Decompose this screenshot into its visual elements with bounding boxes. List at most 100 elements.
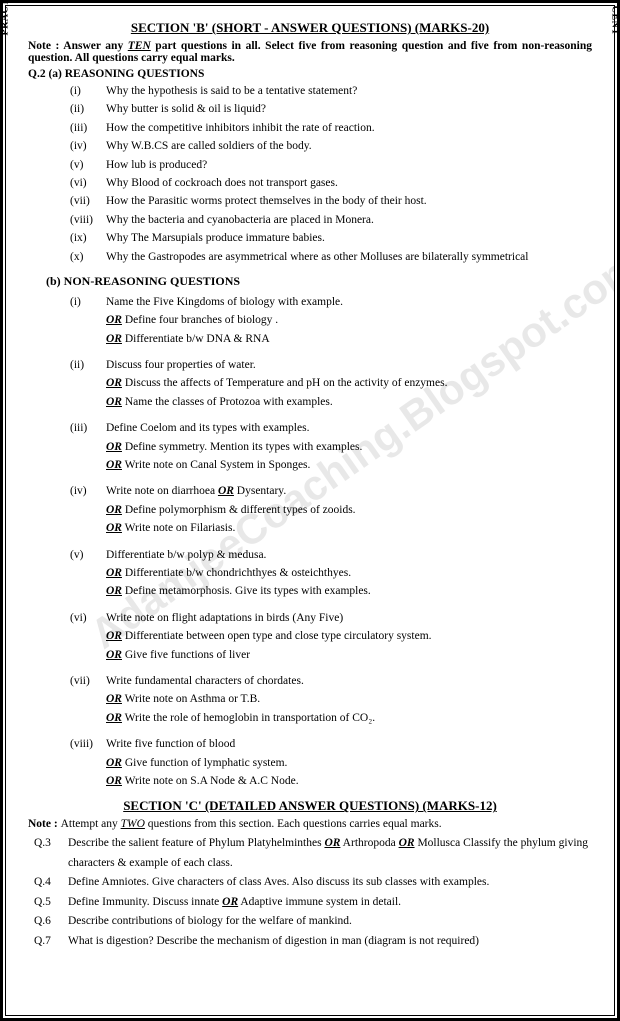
question-number: Q.3: [34, 834, 68, 873]
or-text: Define metamorphosis. Give its types wit…: [125, 585, 371, 597]
item-number: (iii): [70, 119, 106, 137]
reasoning-item: (i)Why the hypothesis is said to be a te…: [70, 82, 592, 100]
nonreasoning-main: (v)Differentiate b/w polyp & medusa.: [70, 546, 592, 564]
item-number: (vii): [70, 672, 106, 690]
or-option: OR Write the role of hemoglobin in trans…: [106, 709, 592, 727]
question-text: What is digestion? Describe the mechanis…: [68, 932, 479, 952]
item-number: (vii): [70, 192, 106, 210]
item-text: Why the bacteria and cyanobacteria are p…: [106, 211, 374, 229]
or-text: Give five functions of liver: [125, 649, 250, 661]
nonreasoning-main: (iv)Write note on diarrhoea OR Dysentary…: [70, 482, 592, 500]
or-label: OR: [106, 585, 122, 597]
section-b-heading: SECTION 'B' (SHORT - ANSWER QUESTIONS) (…: [28, 20, 592, 36]
or-option: OR Define four branches of biology .: [106, 311, 592, 329]
or-text: Write the role of hemoglobin in transpor…: [125, 712, 375, 724]
section-c-item: Q.7What is digestion? Describe the mecha…: [34, 932, 592, 952]
section-c-questions: Q.3Describe the salient feature of Phylu…: [34, 834, 592, 951]
question-text: Describe contributions of biology for th…: [68, 912, 352, 932]
item-number: (iv): [70, 482, 106, 500]
item-text: Differentiate b/w polyp & medusa.: [106, 546, 266, 564]
section-c-item: Q.6Describe contributions of biology for…: [34, 912, 592, 932]
note-ten: TEN: [128, 40, 151, 52]
or-label: OR: [106, 712, 122, 724]
or-text: Differentiate between open type and clos…: [125, 630, 432, 642]
question-text: Define Amniotes. Give characters of clas…: [68, 873, 489, 893]
or-option: OR Write note on Asthma or T.B.: [106, 690, 592, 708]
nonreasoning-block: (vii)Write fundamental characters of cho…: [28, 672, 592, 727]
or-text: Differentiate b/w chondrichthyes & ostei…: [125, 567, 351, 579]
or-text: Define polymorphism & different types of…: [125, 504, 356, 516]
item-number: (viii): [70, 211, 106, 229]
nonreasoning-main: (vii)Write fundamental characters of cho…: [70, 672, 592, 690]
or-option: OR Differentiate between open type and c…: [106, 627, 592, 645]
or-option: OR Define metamorphosis. Give its types …: [106, 582, 592, 600]
nonreasoning-block: (v)Differentiate b/w polyp & medusa.OR D…: [28, 546, 592, 601]
or-option: OR Differentiate b/w DNA & RNA: [106, 330, 592, 348]
c-note-post: questions from this section. Each questi…: [145, 818, 442, 830]
item-text: Discuss four properties of water.: [106, 356, 256, 374]
section-c-note: Note : Attempt any TWO questions from th…: [28, 818, 592, 830]
or-option: OR Write note on Canal System in Sponges…: [106, 456, 592, 474]
or-text: Give function of lymphatic system.: [125, 757, 288, 769]
nonreasoning-main: (i)Name the Five Kingdoms of biology wit…: [70, 293, 592, 311]
c-note-label: Note :: [28, 818, 61, 830]
or-label: OR: [106, 630, 122, 642]
q2b-label: (b) NON-REASONING QUESTIONS: [46, 274, 592, 289]
item-text: Define Coelom and its types with example…: [106, 419, 309, 437]
or-label: OR: [106, 441, 122, 453]
or-label: OR: [106, 567, 122, 579]
item-number: (vi): [70, 174, 106, 192]
or-text: Define symmetry. Mention its types with …: [125, 441, 363, 453]
item-text: Write note on flight adaptations in bird…: [106, 609, 343, 627]
item-text: How lub is produced?: [106, 156, 207, 174]
nonreasoning-main: (ii)Discuss four properties of water.: [70, 356, 592, 374]
item-number: (iv): [70, 137, 106, 155]
reasoning-item: (ii)Why butter is solid & oil is liquid?: [70, 100, 592, 118]
nonreasoning-block: (viii)Write five function of bloodOR Giv…: [28, 735, 592, 790]
or-text: Write note on Asthma or T.B.: [125, 693, 261, 705]
item-text: Why W.B.CS are called soldiers of the bo…: [106, 137, 312, 155]
item-number: (ii): [70, 356, 106, 374]
or-option: OR Give function of lymphatic system.: [106, 754, 592, 772]
or-option: OR Name the classes of Protozoa with exa…: [106, 393, 592, 411]
or-text: Write note on Canal System in Sponges.: [125, 459, 311, 471]
reasoning-item: (ix)Why The Marsupials produce immature …: [70, 229, 592, 247]
inner-content: AdamjeeCoaching.Blogspot.com SECTION 'B'…: [5, 5, 615, 1016]
item-text: Write fundamental characters of chordate…: [106, 672, 304, 690]
item-text: How the Parasitic worms protect themselv…: [106, 192, 427, 210]
item-text: How the competitive inhibitors inhibit t…: [106, 119, 375, 137]
or-option: OR Define symmetry. Mention its types wi…: [106, 438, 592, 456]
item-text: Why the Gastropodes are asymmetrical whe…: [106, 248, 528, 266]
item-number: (i): [70, 293, 106, 311]
or-label: OR: [106, 649, 122, 661]
nonreasoning-block: (i)Name the Five Kingdoms of biology wit…: [28, 293, 592, 348]
reasoning-item: (vi)Why Blood of cockroach does not tran…: [70, 174, 592, 192]
item-number: (i): [70, 82, 106, 100]
or-label: OR: [106, 693, 122, 705]
or-option: OR Write note on Filariasis.: [106, 519, 592, 537]
nonreasoning-block: (iv)Write note on diarrhoea OR Dysentary…: [28, 482, 592, 537]
section-c-item: Q.5Define Immunity. Discuss innate OR Ad…: [34, 893, 592, 913]
item-number: (x): [70, 248, 106, 266]
item-number: (viii): [70, 735, 106, 753]
nonreasoning-block: (vi)Write note on flight adaptations in …: [28, 609, 592, 664]
or-text: Write note on S.A Node & A.C Node.: [125, 775, 299, 787]
or-text: Differentiate b/w DNA & RNA: [125, 333, 270, 345]
item-number: (iii): [70, 419, 106, 437]
nonreasoning-main: (vi)Write note on flight adaptations in …: [70, 609, 592, 627]
or-label: OR: [106, 377, 122, 389]
or-option: OR Differentiate b/w chondrichthyes & os…: [106, 564, 592, 582]
or-text: Name the classes of Protozoa with exampl…: [125, 396, 333, 408]
section-c-item: Q.3Describe the salient feature of Phylu…: [34, 834, 592, 873]
question-number: Q.7: [34, 932, 68, 952]
item-text: Why butter is solid & oil is liquid?: [106, 100, 266, 118]
reasoning-item: (iv)Why W.B.CS are called soldiers of th…: [70, 137, 592, 155]
question-number: Q.5: [34, 893, 68, 913]
section-c-heading: SECTION 'C' (DETAILED ANSWER QUESTIONS) …: [28, 798, 592, 814]
or-text: Write note on Filariasis.: [125, 522, 236, 534]
nonreasoning-main: (iii)Define Coelom and its types with ex…: [70, 419, 592, 437]
or-option: OR Discuss the affects of Temperature an…: [106, 374, 592, 392]
question-number: Q.6: [34, 912, 68, 932]
c-note-pre: Attempt any: [61, 818, 121, 830]
item-text: Write five function of blood: [106, 735, 235, 753]
